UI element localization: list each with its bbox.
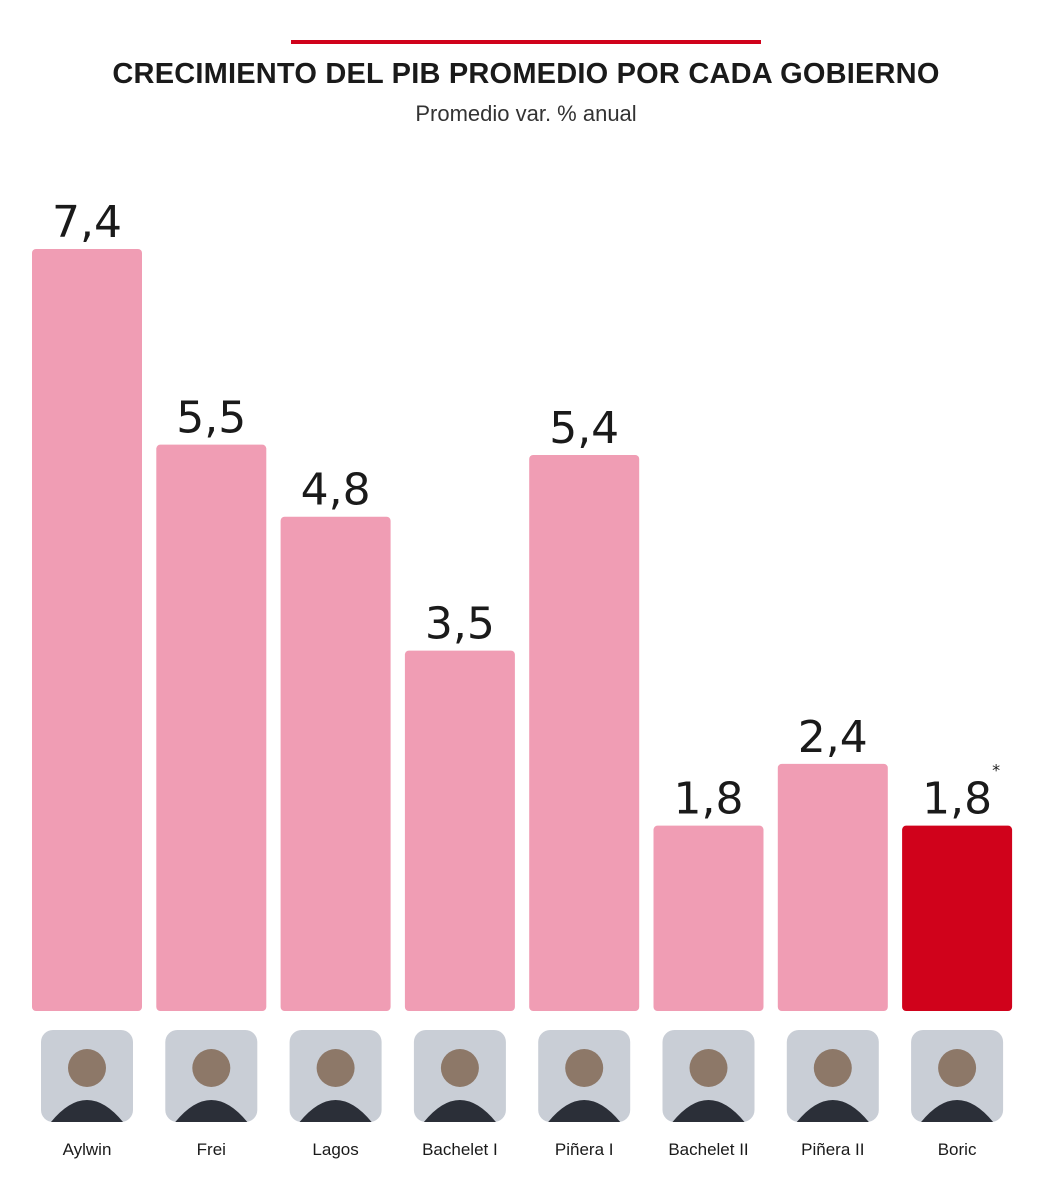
category-label-pinera-ii: Piñera II xyxy=(801,1140,864,1159)
portrait-head-pinera-ii xyxy=(813,1049,852,1087)
footnote-marker: * xyxy=(992,761,1000,780)
value-label-lagos: 4,8 xyxy=(301,465,371,516)
value-label-aylwin: 7,4 xyxy=(52,197,122,248)
category-label-pinera-i: Piñera I xyxy=(555,1140,614,1159)
portrait-head-lagos xyxy=(316,1049,355,1087)
bar-boric xyxy=(902,825,1013,1011)
portrait-body-frei xyxy=(175,1100,248,1122)
bar-pinera-i xyxy=(529,454,640,1012)
category-label-boric: Boric xyxy=(938,1140,977,1159)
portrait-head-bachelet-ii xyxy=(689,1049,728,1087)
bar-aylwin xyxy=(32,249,142,1011)
portrait-body-aylwin xyxy=(51,1100,123,1122)
portrait-body-boric xyxy=(921,1100,994,1122)
portrait-body-bachelet-ii xyxy=(672,1100,745,1122)
category-label-lagos: Lagos xyxy=(312,1140,358,1159)
value-label-pinera-ii: 2,4 xyxy=(798,712,868,763)
bar-bachelet-ii xyxy=(653,825,764,1011)
portrait-head-aylwin xyxy=(68,1049,106,1087)
value-label-bachelet-ii: 1,8 xyxy=(674,774,744,825)
portrait-head-frei xyxy=(192,1049,231,1087)
category-label-bachelet-ii: Bachelet II xyxy=(668,1140,748,1159)
bar-lagos xyxy=(280,516,391,1011)
portrait-body-pinera-ii xyxy=(796,1100,869,1122)
bar-bachelet-i xyxy=(404,650,515,1011)
portrait-head-boric xyxy=(938,1049,977,1087)
value-label-bachelet-i: 3,5 xyxy=(425,599,495,650)
portrait-body-bachelet-i xyxy=(423,1100,496,1122)
value-label-frei: 5,5 xyxy=(176,393,246,444)
value-label-pinera-i: 5,4 xyxy=(549,403,619,454)
title-rule xyxy=(291,40,761,44)
category-label-frei: Frei xyxy=(197,1140,226,1159)
chart-subtitle: Promedio var. % anual xyxy=(415,101,637,126)
portrait-body-pinera-i xyxy=(548,1100,621,1122)
portrait-head-pinera-i xyxy=(565,1049,604,1087)
portrait-body-lagos xyxy=(299,1100,372,1122)
bar-frei xyxy=(156,444,267,1011)
value-label-boric: 1,8 xyxy=(922,774,992,825)
chart-title: CRECIMIENTO DEL PIB PROMEDIO POR CADA GO… xyxy=(112,58,940,90)
category-label-aylwin: Aylwin xyxy=(63,1140,112,1159)
bar-pinera-ii xyxy=(777,763,888,1011)
portrait-head-bachelet-i xyxy=(440,1049,479,1087)
category-label-bachelet-i: Bachelet I xyxy=(422,1140,498,1159)
